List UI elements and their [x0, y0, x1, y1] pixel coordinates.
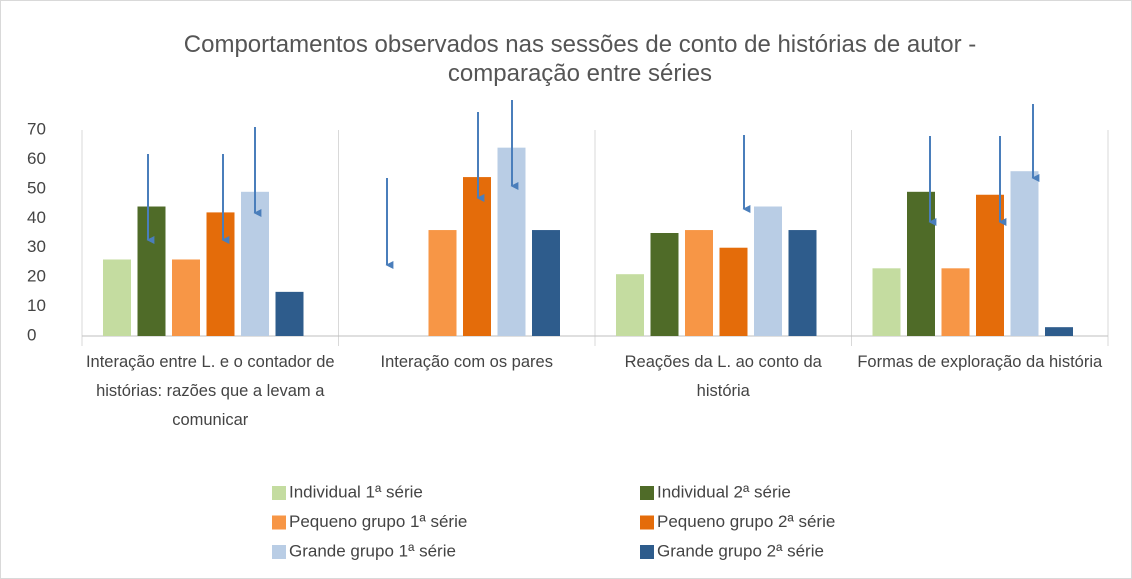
y-tick-label: 70	[27, 119, 46, 138]
y-tick-label: 0	[27, 325, 36, 344]
bar	[941, 268, 970, 336]
bar	[241, 191, 269, 336]
legend-swatch	[272, 486, 286, 500]
bar	[754, 206, 782, 336]
legend-label: Pequeno grupo 1ª série	[289, 512, 467, 531]
legend-swatch	[640, 515, 654, 530]
x-tick-label: Interação entre L. e o contador de histó…	[85, 353, 335, 429]
y-tick-label: 50	[27, 178, 46, 197]
legend-label: Grande grupo 2ª série	[657, 541, 824, 560]
chart-title: Comportamentos observados nas sessões de…	[183, 31, 977, 87]
bar	[275, 291, 304, 336]
bar	[1045, 327, 1073, 336]
bar	[206, 212, 235, 336]
bar	[788, 230, 817, 336]
bar	[463, 177, 491, 336]
legend-swatch	[272, 545, 286, 559]
bar	[137, 206, 166, 336]
y-tick-label: 20	[27, 267, 46, 286]
legend-swatch	[272, 515, 286, 530]
bar	[650, 233, 679, 336]
legend-label: Grande grupo 1ª série	[289, 541, 456, 560]
bar	[685, 230, 713, 336]
x-tick-label: Reações da L. ao conto da história	[624, 353, 822, 400]
bar	[1010, 171, 1039, 336]
y-tick-label: 30	[27, 237, 46, 256]
annotation-arrows	[146, 100, 1040, 269]
legend-swatch	[640, 486, 654, 500]
y-tick-label: 10	[27, 296, 46, 315]
legend-label: Individual 2ª série	[657, 482, 791, 501]
bar	[428, 230, 457, 336]
legend-swatch	[640, 545, 654, 559]
legend-label: Individual 1ª série	[289, 482, 423, 501]
y-tick-label: 60	[27, 149, 46, 168]
bar	[532, 230, 560, 336]
x-tick-label: Interação com os pares	[380, 353, 553, 371]
bar	[872, 268, 901, 336]
bar	[616, 274, 644, 336]
x-tick-label: Formas de exploração da história	[857, 353, 1103, 371]
bar	[172, 259, 200, 336]
legend-label: Pequeno grupo 2ª série	[657, 512, 835, 531]
bar	[719, 247, 748, 336]
bar	[103, 259, 131, 336]
y-tick-label: 40	[27, 208, 46, 227]
